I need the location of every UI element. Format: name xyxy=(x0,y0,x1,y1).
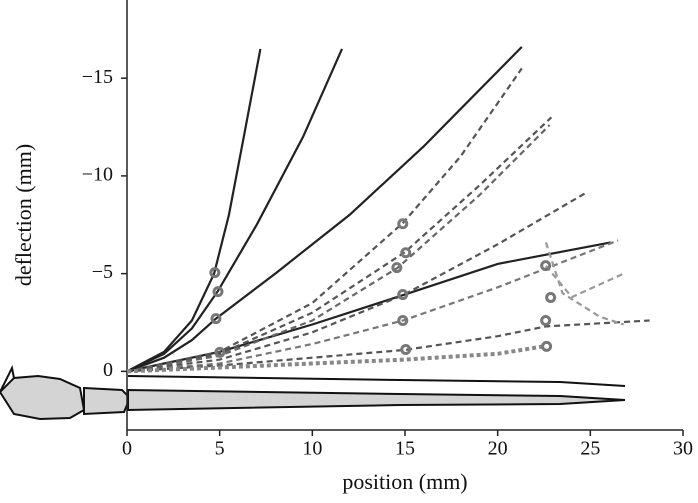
x-tick-label: 15 xyxy=(395,438,415,460)
x-tick-label: 30 xyxy=(673,438,693,460)
marker xyxy=(545,291,557,303)
marker xyxy=(540,315,552,327)
x-tick-label: 10 xyxy=(302,438,322,460)
marker xyxy=(209,267,221,279)
y-tick-label: −10 xyxy=(82,164,113,186)
y-tick-label: −15 xyxy=(82,66,113,88)
y-axis-label: deflection (mm) xyxy=(11,144,36,286)
marker xyxy=(540,260,552,272)
y-tick-label: 0 xyxy=(103,359,113,381)
series-line xyxy=(126,46,523,373)
series-line xyxy=(126,241,611,373)
x-tick-label: 0 xyxy=(122,438,132,460)
series-line xyxy=(126,192,586,373)
body-illustration xyxy=(0,364,626,421)
x-tick-label: 20 xyxy=(488,438,508,460)
series-line xyxy=(126,116,553,373)
series-line xyxy=(126,48,262,373)
marker xyxy=(397,218,409,230)
x-tick-label: 25 xyxy=(580,438,600,460)
y-tick-label: −5 xyxy=(92,261,113,283)
marker xyxy=(212,286,224,298)
marker xyxy=(391,262,403,274)
series-line xyxy=(126,239,619,373)
marker xyxy=(400,343,412,355)
marker xyxy=(210,313,222,325)
series-line xyxy=(126,344,547,374)
series-line xyxy=(544,242,625,326)
series-line xyxy=(126,124,551,373)
marker xyxy=(397,289,409,301)
x-axis-label: position (mm) xyxy=(342,469,467,494)
marker xyxy=(397,315,409,327)
series-line xyxy=(545,265,625,299)
x-tick-label: 5 xyxy=(215,438,225,460)
marker xyxy=(214,346,226,358)
marker xyxy=(400,247,412,259)
marker xyxy=(541,340,553,352)
series-line xyxy=(126,48,344,373)
